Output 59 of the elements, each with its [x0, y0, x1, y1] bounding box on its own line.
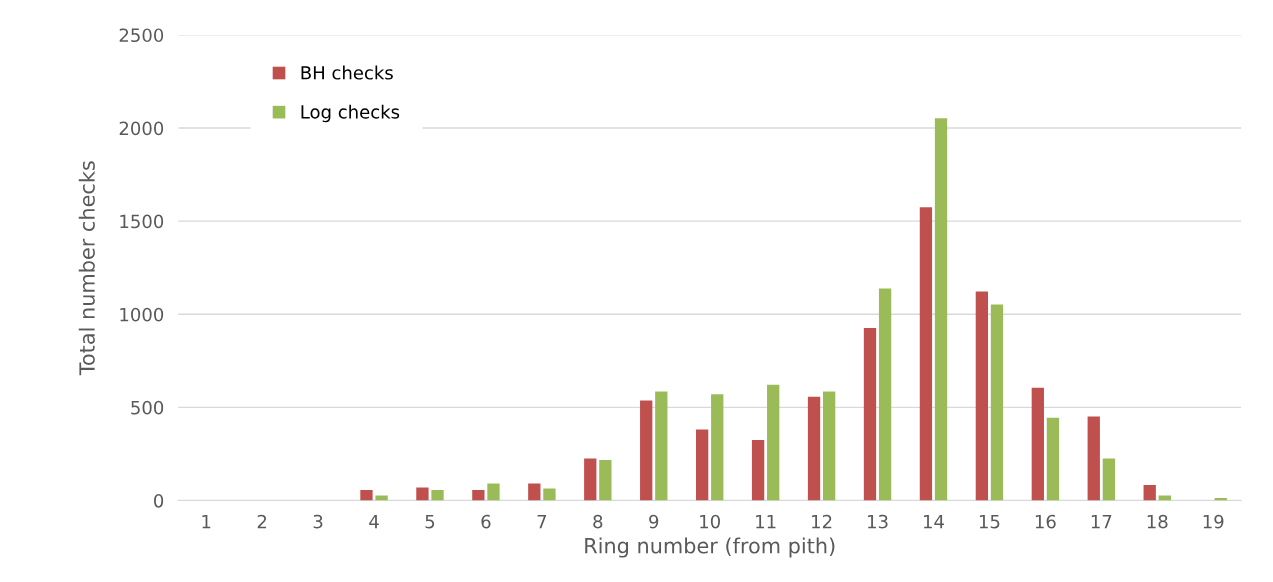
y-tick-label: 2000 — [119, 121, 164, 136]
bar — [655, 391, 668, 501]
x-tick-label: 5 — [425, 514, 435, 529]
x-tick-label: 18 — [1147, 514, 1168, 529]
bar — [822, 391, 836, 501]
bar — [431, 489, 444, 501]
bar — [1087, 416, 1100, 501]
bar — [584, 458, 597, 501]
bar — [990, 304, 1004, 501]
bar — [807, 396, 821, 501]
bar — [695, 429, 709, 501]
bar — [360, 489, 373, 501]
bar — [528, 483, 541, 501]
x-tick-label: 11 — [756, 514, 776, 529]
bar — [767, 384, 780, 501]
x-tick-label: 9 — [649, 514, 659, 529]
bar — [416, 487, 429, 501]
bar — [543, 488, 556, 501]
bar — [1046, 417, 1060, 501]
y-tick-label: 500 — [131, 400, 164, 415]
x-tick-label: 4 — [369, 514, 379, 529]
x-tick-label: 6 — [481, 514, 491, 529]
y-tick-label: 1500 — [120, 214, 164, 229]
legend-label: BH checks — [301, 65, 393, 80]
bar — [640, 400, 653, 501]
x-tick-label: 12 — [812, 514, 832, 529]
x-tick-label: 16 — [1035, 514, 1056, 529]
bar — [1031, 387, 1044, 501]
x-tick-label: 7 — [537, 514, 547, 529]
x-tick-label: 1 — [202, 514, 211, 529]
y-axis-title: Total number checks — [78, 161, 95, 376]
x-tick-label: 14 — [923, 514, 944, 529]
bar — [934, 118, 948, 501]
x-tick-label: 3 — [313, 514, 323, 529]
bar — [919, 207, 933, 501]
x-axis-title: Ring number (from pith) — [585, 537, 835, 558]
x-tick-label: 2 — [257, 514, 267, 529]
bar — [1158, 495, 1171, 501]
x-tick-label: 17 — [1091, 514, 1112, 529]
legend-label: Log checks — [301, 104, 400, 123]
bar — [472, 489, 485, 501]
bar — [863, 327, 877, 501]
bar — [1102, 458, 1116, 501]
bar — [487, 483, 500, 501]
bar — [751, 439, 765, 501]
x-tick-label: 15 — [979, 514, 1000, 529]
bar — [975, 291, 989, 501]
y-tick-label: 2500 — [119, 28, 164, 43]
x-tick-label: 19 — [1203, 514, 1224, 529]
x-tick-label: 13 — [868, 514, 888, 529]
x-tick-label: 8 — [593, 514, 603, 529]
bar — [375, 495, 388, 501]
y-tick-label: 1000 — [120, 307, 164, 322]
x-tick-label: 10 — [700, 514, 720, 529]
bar — [1143, 484, 1156, 501]
bar — [599, 459, 612, 501]
bar — [878, 288, 892, 501]
y-tick-label: 0 — [154, 493, 164, 508]
bar — [711, 394, 724, 501]
